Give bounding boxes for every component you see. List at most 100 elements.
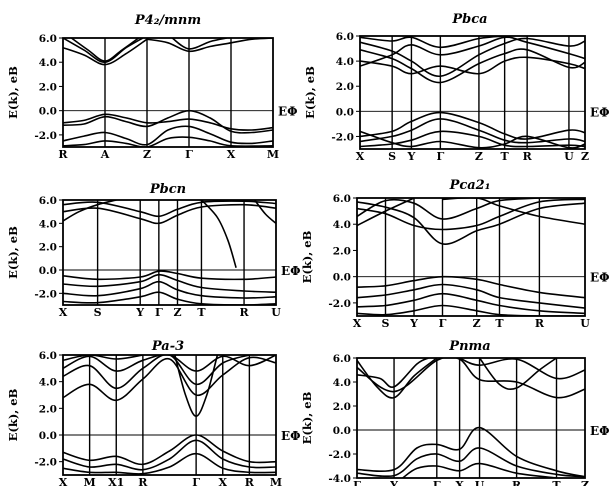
y-tick-label: 2.0 <box>333 401 351 413</box>
k-point-label: X <box>227 148 236 161</box>
k-point-label: M <box>270 476 282 486</box>
k-point-label: X <box>356 150 365 163</box>
k-point-label: Y <box>389 479 398 486</box>
k-point-label: T <box>552 479 561 486</box>
plot-frame <box>62 37 274 148</box>
k-point-label: Γ <box>353 479 361 486</box>
panel-title: Pca2₁ <box>449 178 491 193</box>
band-line <box>200 200 237 268</box>
band-line <box>360 48 585 84</box>
k-point-label: U <box>580 317 590 330</box>
band-line <box>63 125 273 146</box>
y-axis-label: E(k), eB <box>6 226 20 279</box>
y-tick-label: 6.0 <box>333 193 351 205</box>
band-line <box>478 358 557 391</box>
band-lines <box>63 355 276 475</box>
y-tick-label: 0.0 <box>333 272 351 284</box>
k-point-label: Γ <box>433 479 441 486</box>
fermi-level-label: EΦ <box>590 105 610 119</box>
k-point-label: T <box>501 150 510 163</box>
y-tick-label: 6.0 <box>39 350 57 362</box>
k-point-label: X <box>218 476 227 486</box>
band-line <box>63 355 276 372</box>
band-lines <box>357 198 585 316</box>
band-line <box>63 356 276 402</box>
y-tick-label: 0.0 <box>336 106 354 118</box>
fermi-level-label: EΦ <box>281 429 301 443</box>
k-point-label: X <box>59 306 68 319</box>
band-line <box>360 36 585 67</box>
k-point-label: Y <box>406 150 415 163</box>
k-point-label: R <box>535 317 545 330</box>
y-tick-label: -2.0 <box>328 298 351 310</box>
band-line <box>360 56 585 75</box>
panel-title: Pbca <box>451 12 487 27</box>
k-point-label: Γ <box>192 476 200 486</box>
k-point-label: X1 <box>108 476 124 486</box>
band-line <box>360 37 585 78</box>
band-line <box>254 200 276 224</box>
y-tick-label: -4.0 <box>328 473 351 485</box>
k-point-label: T <box>495 317 504 330</box>
y-tick-label: -2.0 <box>328 449 351 461</box>
k-point-label: Z <box>473 317 481 330</box>
band-line <box>146 38 232 53</box>
band-line <box>63 270 276 281</box>
band-panel-5: Pa-3E(k), eB6.04.02.00.0-2.0X M X1 R Γ X R MEΦ <box>6 339 301 489</box>
k-point-label: Z <box>143 148 151 161</box>
band-line <box>459 358 585 380</box>
band-line <box>360 111 585 140</box>
y-axis-label: E(k), eB <box>303 66 317 119</box>
y-tick-label: 2.0 <box>333 245 351 257</box>
k-point-label: R <box>239 306 249 319</box>
k-point-label: Z <box>581 479 589 486</box>
band-line <box>174 355 219 418</box>
band-line <box>357 358 585 399</box>
band-lines <box>360 36 585 149</box>
y-tick-label: 6.0 <box>39 33 57 45</box>
fermi-level-label: EΦ <box>590 271 610 285</box>
fermi-level-label: EΦ <box>590 424 610 438</box>
band-line <box>63 355 144 362</box>
k-point-label: Z <box>581 150 589 163</box>
band-line <box>357 198 415 227</box>
plot-frame <box>62 199 277 306</box>
band-line <box>171 38 227 50</box>
plot-frame <box>356 197 586 317</box>
panel-title: Pa-3 <box>151 339 184 354</box>
k-point-label: U <box>475 479 485 486</box>
band-line <box>442 198 585 225</box>
panel-title: Pbcn <box>149 182 186 197</box>
y-tick-label: -2.0 <box>34 457 57 469</box>
band-panel-3: Pbcn E(k), eB 6.0 4.0 2.0 0.0 -2.0X S Y Γ Z T R U EΦ <box>6 182 301 319</box>
y-tick-label: 6.0 <box>336 31 354 43</box>
k-point-label: R <box>512 479 522 486</box>
y-tick-label: 0.0 <box>39 106 57 118</box>
k-point-label: Y <box>409 317 418 330</box>
band-line <box>357 426 585 478</box>
band-line <box>63 434 276 466</box>
y-axis-label: E(k), eB <box>300 391 314 444</box>
band-line <box>63 200 117 222</box>
y-tick-label: 2.0 <box>39 81 57 93</box>
band-line <box>63 203 276 225</box>
k-point-label: Z <box>475 150 483 163</box>
band-line <box>360 36 505 49</box>
k-point-label: M <box>84 476 96 486</box>
plot-frame <box>356 357 586 479</box>
k-point-label: X <box>353 317 362 330</box>
band-line <box>357 198 585 231</box>
y-tick-label: 4.0 <box>336 56 354 68</box>
band-line <box>63 439 276 471</box>
plot-frame <box>62 354 277 476</box>
k-point-label: Γ <box>436 150 444 163</box>
band-line <box>357 275 585 299</box>
y-tick-label: 6.0 <box>333 353 351 365</box>
k-point-label: S <box>388 150 396 163</box>
y-tick-label: -2.0 <box>34 288 57 300</box>
band-line <box>357 283 585 309</box>
k-point-label: Y <box>135 306 144 319</box>
k-point-label: X <box>59 476 68 486</box>
band-line <box>357 304 585 316</box>
